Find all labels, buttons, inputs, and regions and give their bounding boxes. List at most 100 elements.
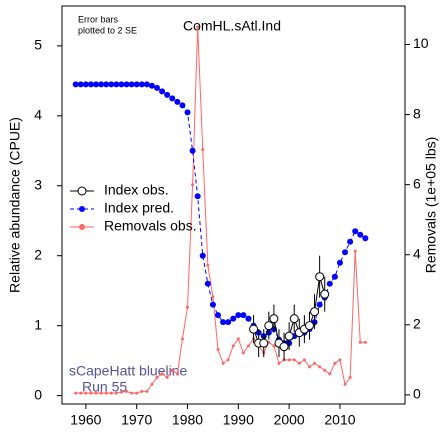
marker <box>313 361 317 365</box>
marker <box>103 81 110 88</box>
marker <box>164 91 171 98</box>
marker <box>362 235 369 242</box>
marker <box>179 102 186 109</box>
marker <box>241 351 245 355</box>
marker <box>87 81 94 88</box>
marker <box>289 314 299 324</box>
marker <box>231 344 235 348</box>
marker <box>216 347 220 351</box>
marker <box>245 315 252 322</box>
marker <box>310 307 320 317</box>
marker <box>363 340 367 344</box>
marker <box>143 81 150 88</box>
marker <box>323 368 327 372</box>
marker <box>72 81 79 88</box>
legend-label: Removals obs. <box>104 218 197 234</box>
marker <box>259 338 269 348</box>
marker <box>320 289 330 299</box>
chart-title: ComHL.sAtl.Ind <box>183 18 281 34</box>
y-tick-label: 2 <box>34 246 42 262</box>
marker <box>331 273 338 280</box>
marker <box>175 372 179 376</box>
marker <box>155 375 159 379</box>
y2-tick-label: 6 <box>413 175 421 191</box>
y2-tick-label: 8 <box>413 105 421 121</box>
marker <box>287 358 291 362</box>
x-tick-label: 1960 <box>70 412 101 428</box>
marker <box>135 391 139 395</box>
x-tick-label: 1980 <box>172 412 203 428</box>
marker <box>215 312 222 319</box>
marker <box>269 314 279 324</box>
series-line <box>75 27 366 394</box>
y-tick-label: 4 <box>34 107 42 123</box>
marker <box>358 340 362 344</box>
marker <box>77 81 84 88</box>
x-tick-label: 1970 <box>121 412 152 428</box>
y-tick-label: 0 <box>34 386 42 402</box>
marker <box>154 84 161 91</box>
marker <box>119 390 123 394</box>
marker <box>297 361 301 365</box>
marker <box>133 81 140 88</box>
marker <box>82 81 89 88</box>
marker <box>148 82 155 89</box>
marker <box>174 98 181 105</box>
marker <box>196 25 200 29</box>
marker <box>235 312 242 319</box>
marker <box>180 337 184 341</box>
marker <box>304 321 314 331</box>
x-tick-label: 1990 <box>223 412 254 428</box>
marker <box>94 391 98 395</box>
marker <box>113 81 120 88</box>
marker <box>99 391 103 395</box>
note: Error bars <box>78 14 119 24</box>
marker <box>109 391 113 395</box>
marker <box>225 319 232 326</box>
marker <box>160 372 164 376</box>
marker <box>292 358 296 362</box>
legend-marker <box>79 224 85 230</box>
marker <box>89 391 93 395</box>
marker <box>315 272 325 282</box>
plot-frame <box>61 5 406 405</box>
marker <box>93 81 100 88</box>
marker <box>191 183 195 187</box>
marker <box>342 249 349 256</box>
marker <box>123 81 130 88</box>
marker <box>204 280 211 287</box>
marker <box>130 391 134 395</box>
marker <box>209 301 216 308</box>
note: plotted to 2 SE <box>78 25 137 35</box>
marker <box>79 391 83 395</box>
marker <box>98 81 105 88</box>
marker <box>74 391 78 395</box>
y-axis-label: Relative abundance (CPUE) <box>7 117 23 293</box>
marker <box>170 368 174 372</box>
marker <box>140 389 144 393</box>
marker <box>236 337 240 341</box>
marker <box>221 361 225 365</box>
marker <box>114 391 118 395</box>
y-tick-label: 1 <box>34 316 42 332</box>
marker <box>184 109 191 116</box>
marker <box>272 344 276 348</box>
marker <box>352 228 359 235</box>
marker <box>240 312 247 319</box>
y2-axis-label: Removals (1e+05 lbs) <box>423 137 439 274</box>
marker <box>279 342 289 352</box>
marker <box>333 361 337 365</box>
legend-label: Index pred. <box>104 200 174 216</box>
marker <box>307 365 311 369</box>
marker <box>84 391 88 395</box>
marker <box>199 252 206 259</box>
marker <box>125 389 129 393</box>
marker <box>302 358 306 362</box>
marker <box>189 147 196 154</box>
marker <box>336 259 343 266</box>
marker <box>201 148 205 152</box>
marker <box>246 344 250 348</box>
marker <box>318 365 322 369</box>
marker <box>159 88 166 95</box>
